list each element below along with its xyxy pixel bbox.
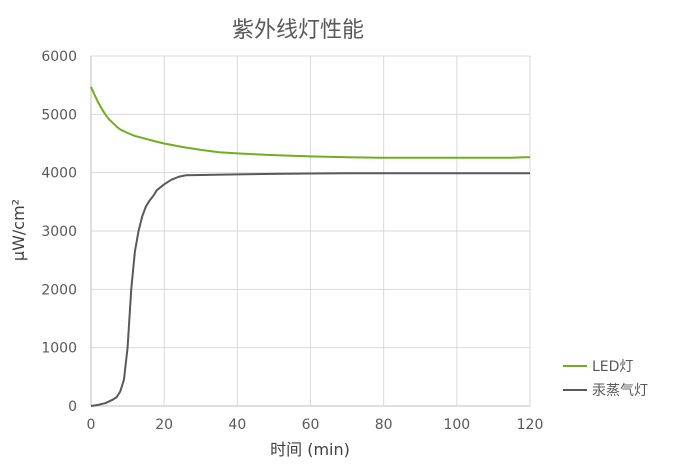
tick-labels: 0 1000 2000 3000 4000 5000 6000 0 20 40 60 80 100 120 [41,49,543,433]
x-tick-label: 120 [517,417,544,433]
x-tick-label: 40 [228,417,246,433]
series-line-1 [90,86,530,159]
x-tick-label: 20 [155,417,173,433]
y-tick-label: 2000 [41,282,77,298]
series-layer [90,86,530,407]
legend-label: LED灯 [592,359,633,375]
x-tick-label: 0 [87,417,96,433]
x-axis-label: 时间 (min) [270,440,350,459]
y-tick-label: 6000 [41,49,77,65]
y-tick-label: 3000 [41,224,77,240]
y-tick-label: 5000 [41,107,77,123]
y-tick-label: 0 [68,399,77,415]
grid [90,55,531,407]
y-tick-label: 1000 [41,341,77,357]
y-tick-label: 4000 [41,166,77,182]
x-tick-label: 100 [443,417,470,433]
chart-title: 紫外线灯性能 [232,18,364,43]
legend-label: 汞蒸气灯 [592,383,648,399]
x-tick-label: 80 [375,417,393,433]
y-axis-label: μW/cm² [9,199,28,261]
series-line-2 [90,172,530,407]
x-tick-label: 60 [302,417,320,433]
